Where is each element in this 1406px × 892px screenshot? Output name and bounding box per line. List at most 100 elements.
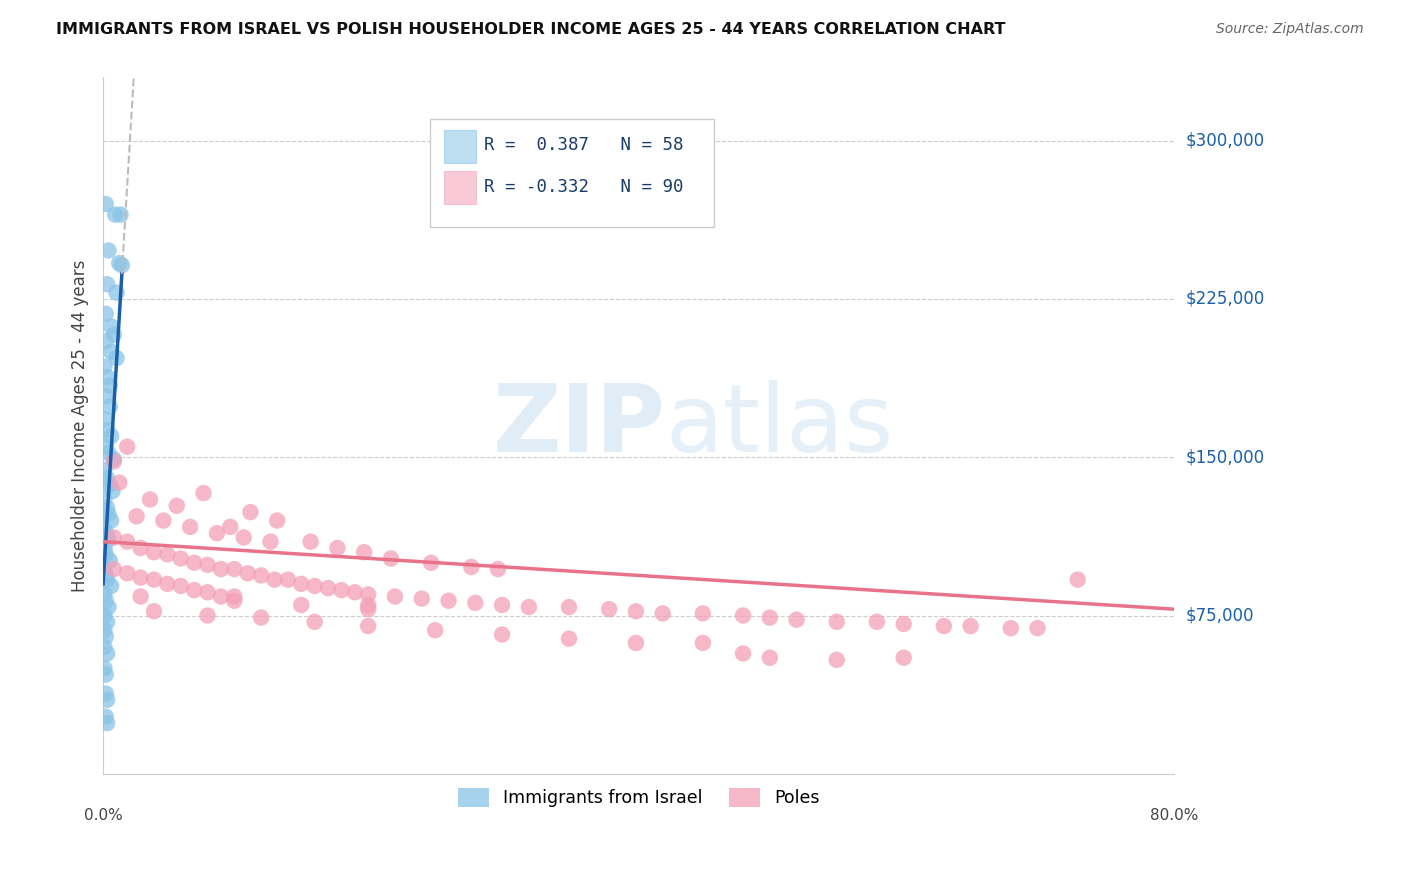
Point	[93, 661, 115, 675]
Point	[100, 429, 122, 443]
Point	[209, 562, 232, 576]
Point	[330, 583, 353, 598]
Point	[93, 624, 115, 638]
Text: R =  0.387   N = 58: R = 0.387 N = 58	[485, 136, 683, 154]
Point	[460, 560, 482, 574]
Point	[93, 541, 115, 555]
Point	[100, 579, 122, 593]
Point	[759, 650, 782, 665]
Point	[197, 608, 219, 623]
Point	[93, 522, 115, 536]
Text: $300,000: $300,000	[1185, 132, 1264, 150]
Point	[290, 577, 312, 591]
Point	[97, 446, 120, 460]
Point	[96, 423, 118, 437]
Text: 80.0%: 80.0%	[1150, 808, 1198, 823]
Point	[101, 483, 124, 498]
Point	[100, 344, 122, 359]
Point	[219, 520, 242, 534]
Point	[93, 463, 115, 477]
Point	[115, 440, 138, 454]
Point	[96, 277, 118, 292]
Point	[353, 545, 375, 559]
Point	[263, 573, 285, 587]
Point	[129, 541, 152, 555]
Point	[357, 619, 380, 633]
Point	[93, 359, 115, 374]
Point	[98, 554, 121, 568]
Point	[731, 647, 754, 661]
Point	[326, 541, 349, 555]
Point	[97, 533, 120, 547]
Point	[384, 590, 406, 604]
Point	[357, 587, 380, 601]
Point	[299, 534, 322, 549]
Text: IMMIGRANTS FROM ISRAEL VS POLISH HOUSEHOLDER INCOME AGES 25 - 44 YEARS CORRELATI: IMMIGRANTS FROM ISRAEL VS POLISH HOUSEHO…	[56, 22, 1005, 37]
Point	[411, 591, 433, 606]
Point	[205, 526, 228, 541]
Legend: Immigrants from Israel, Poles: Immigrants from Israel, Poles	[451, 780, 827, 814]
Point	[139, 492, 162, 507]
Point	[183, 556, 205, 570]
Point	[239, 505, 262, 519]
Point	[93, 640, 115, 655]
Point	[786, 613, 808, 627]
Point	[94, 334, 117, 349]
Point	[316, 581, 339, 595]
Point	[651, 607, 673, 621]
Point	[93, 412, 115, 426]
Point	[115, 566, 138, 581]
Point	[94, 710, 117, 724]
Point	[94, 667, 117, 681]
Point	[491, 598, 513, 612]
Point	[105, 351, 128, 365]
Point	[96, 647, 118, 661]
Point	[96, 716, 118, 731]
Point	[143, 545, 166, 559]
Point	[94, 307, 117, 321]
Point	[266, 514, 288, 528]
Point	[166, 499, 188, 513]
Point	[143, 573, 166, 587]
Point	[97, 507, 120, 521]
Point	[197, 558, 219, 572]
Point	[103, 327, 125, 342]
Point	[224, 593, 246, 607]
Point	[156, 547, 179, 561]
Point	[170, 579, 193, 593]
Point	[143, 604, 166, 618]
Point	[170, 551, 193, 566]
Point	[97, 600, 120, 615]
FancyBboxPatch shape	[430, 120, 714, 227]
Point	[96, 528, 118, 542]
Point	[96, 370, 118, 384]
Point	[111, 258, 134, 272]
Point	[129, 590, 152, 604]
Point	[93, 587, 115, 601]
Point	[437, 593, 460, 607]
Point	[420, 556, 443, 570]
Point	[96, 693, 118, 707]
Point	[250, 568, 273, 582]
Y-axis label: Householder Income Ages 25 - 44 years: Householder Income Ages 25 - 44 years	[72, 260, 89, 591]
Point	[598, 602, 620, 616]
Point	[93, 492, 115, 507]
Point	[624, 636, 647, 650]
Point	[932, 619, 955, 633]
Point	[105, 285, 128, 300]
Point	[104, 208, 127, 222]
Point	[93, 608, 115, 623]
FancyBboxPatch shape	[444, 129, 475, 163]
Point	[1067, 573, 1090, 587]
Point	[103, 452, 125, 467]
Text: $75,000: $75,000	[1185, 607, 1254, 624]
Point	[624, 604, 647, 618]
Text: R = -0.332   N = 90: R = -0.332 N = 90	[485, 178, 683, 195]
Point	[893, 650, 915, 665]
Point	[94, 389, 117, 403]
Point	[1026, 621, 1049, 635]
Point	[464, 596, 486, 610]
Point	[558, 600, 581, 615]
Point	[692, 607, 714, 621]
Point	[96, 615, 118, 629]
